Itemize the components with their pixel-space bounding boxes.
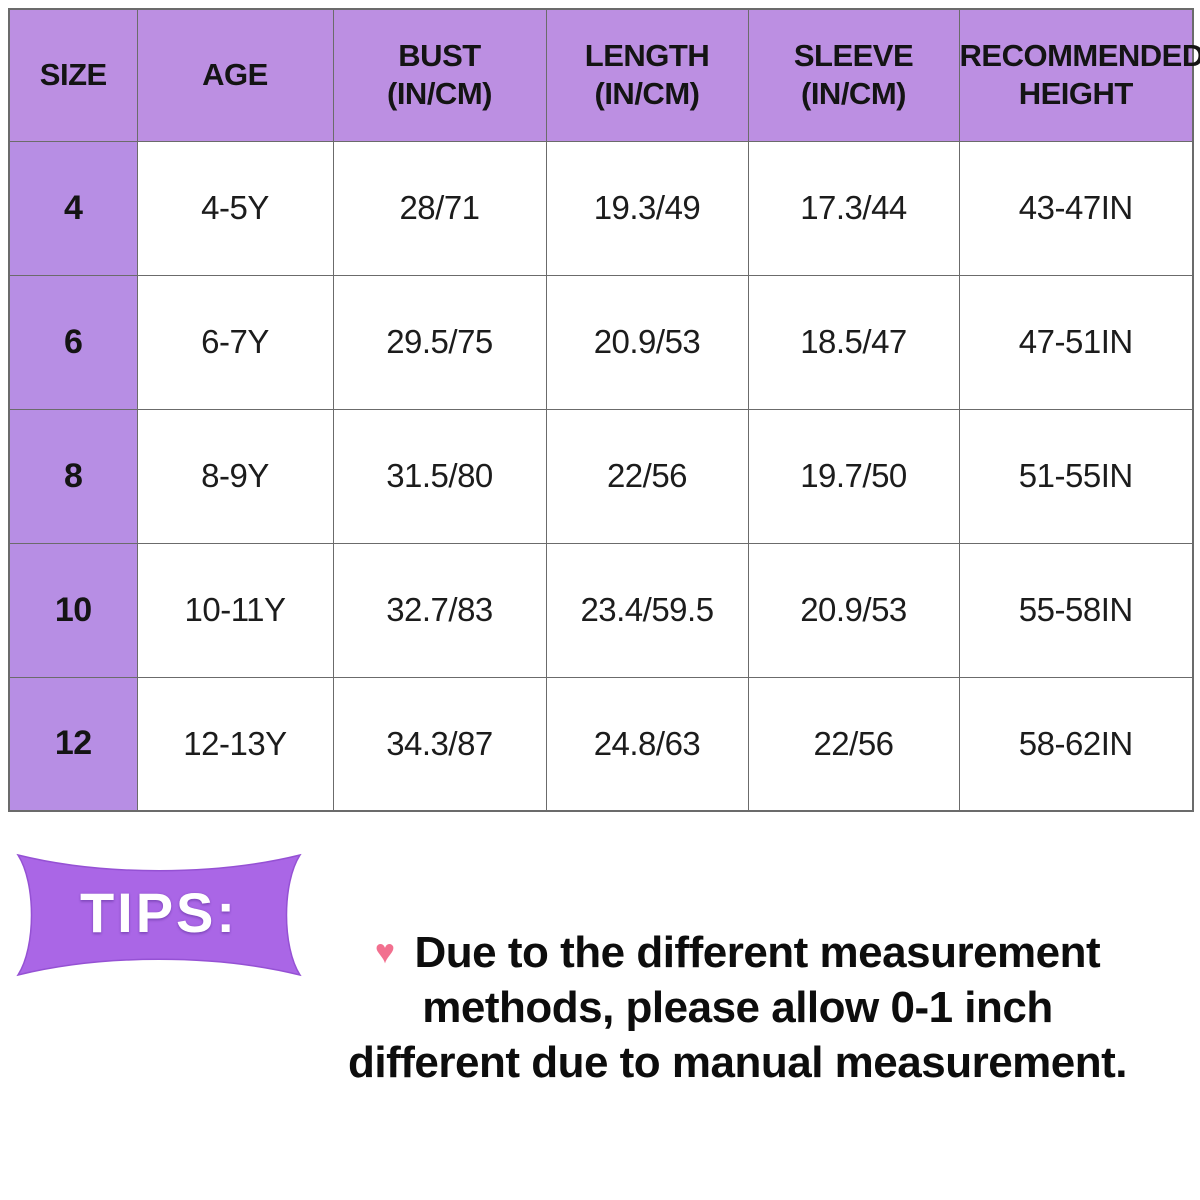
table-row: 12 12-13Y 34.3/87 24.8/63 22/56 58-62IN (8, 676, 1194, 812)
size-value: 8 (8, 408, 138, 544)
tips-banner-label: TIPS: (79, 880, 239, 944)
bust-value: 29.5/75 (332, 274, 547, 410)
bust-value: 34.3/87 (332, 676, 547, 812)
tips-line-3: different due to manual measurement. (347, 1038, 1128, 1087)
tips-text: ♥ Due to the different measurement method… (330, 925, 1145, 1090)
column-header-size: SIZE (8, 8, 138, 142)
heart-icon: ♥ (374, 933, 395, 971)
size-value: 10 (8, 542, 138, 678)
column-header-sleeve: SLEEVE (IN/CM) (747, 8, 960, 142)
length-value: 20.9/53 (545, 274, 749, 410)
height-value: 43-47IN (958, 140, 1194, 276)
table-row: 6 6-7Y 29.5/75 20.9/53 18.5/47 47-51IN (8, 274, 1194, 410)
size-value: 4 (8, 140, 138, 276)
age-value: 8-9Y (136, 408, 334, 544)
length-value: 22/56 (545, 408, 749, 544)
size-value: 6 (8, 274, 138, 410)
sleeve-value: 17.3/44 (747, 140, 960, 276)
height-value: 55-58IN (958, 542, 1194, 678)
tips-line-2: methods, please allow 0-1 inch (422, 983, 1053, 1032)
header-row: SIZE AGE BUST (IN/CM) LENGTH (IN/CM) SLE… (8, 8, 1200, 142)
column-header-bust: BUST (IN/CM) (332, 8, 547, 142)
age-value: 4-5Y (136, 140, 334, 276)
age-value: 6-7Y (136, 274, 334, 410)
length-value: 23.4/59.5 (545, 542, 749, 678)
tips-line-1: ♥ Due to the different measurement (330, 925, 1145, 980)
height-value: 51-55IN (958, 408, 1194, 544)
height-value: 58-62IN (958, 676, 1194, 812)
length-value: 24.8/63 (545, 676, 749, 812)
table-row: 10 10-11Y 32.7/83 23.4/59.5 20.9/53 55-5… (8, 542, 1194, 678)
column-header-age: AGE (136, 8, 334, 142)
length-value: 19.3/49 (545, 140, 749, 276)
bust-value: 32.7/83 (332, 542, 547, 678)
bust-value: 31.5/80 (332, 408, 547, 544)
tips-line-1-text: Due to the different measurement (414, 928, 1101, 977)
height-value: 47-51IN (958, 274, 1194, 410)
age-value: 12-13Y (136, 676, 334, 812)
sleeve-value: 18.5/47 (747, 274, 960, 410)
bust-value: 28/71 (332, 140, 547, 276)
table-row: 8 8-9Y 31.5/80 22/56 19.7/50 51-55IN (8, 408, 1194, 544)
age-value: 10-11Y (136, 542, 334, 678)
column-header-recommended-height: RECOMMENDED HEIGHT (958, 8, 1200, 142)
ribbon-shape-icon (16, 853, 302, 977)
sleeve-value: 20.9/53 (747, 542, 960, 678)
table-row: 4 4-5Y 28/71 19.3/49 17.3/44 43-47IN (8, 140, 1194, 276)
sleeve-value: 19.7/50 (747, 408, 960, 544)
column-header-length: LENGTH (IN/CM) (545, 8, 749, 142)
tips-banner: TIPS: (8, 850, 310, 980)
size-value: 12 (8, 676, 138, 812)
sleeve-value: 22/56 (747, 676, 960, 812)
size-chart-table: SIZE AGE BUST (IN/CM) LENGTH (IN/CM) SLE… (8, 8, 1200, 812)
